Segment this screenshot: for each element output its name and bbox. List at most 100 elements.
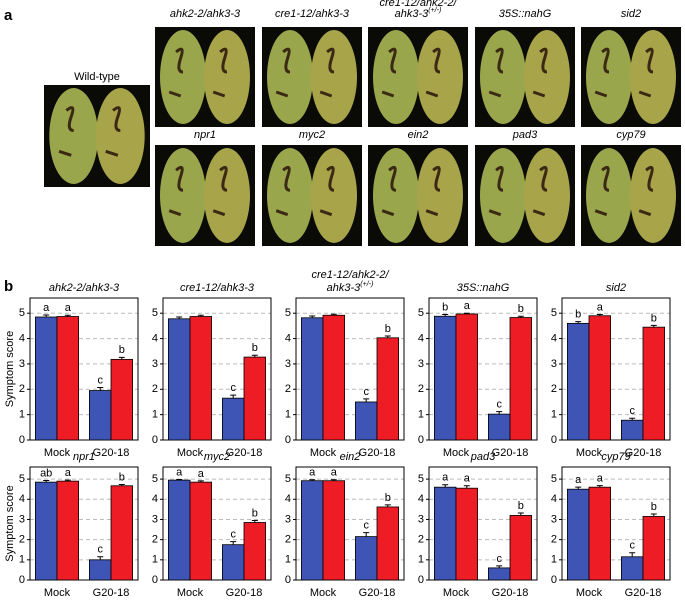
significance-letter: c — [629, 405, 635, 417]
photo-label: Wild-type — [74, 71, 120, 83]
photo-label: cre1-12/ahk2-2/ — [379, 0, 457, 9]
y-tick-label: 4 — [285, 332, 291, 344]
bar — [433, 315, 457, 441]
leaf — [160, 148, 206, 243]
significance-letter: a — [464, 473, 471, 485]
plot-frame — [162, 466, 272, 581]
chart-title: myc2 — [204, 451, 230, 463]
significance-letter: b — [518, 303, 524, 315]
y-tick-label: 1 — [551, 554, 557, 566]
leaf — [630, 30, 676, 124]
bar — [567, 488, 590, 581]
lesion — [212, 47, 228, 98]
bar — [300, 480, 324, 581]
significance-letter: ab — [40, 467, 52, 479]
x-tick-label: Mock — [310, 587, 337, 599]
y-tick-label: 3 — [418, 513, 424, 525]
label-line: ahk2-2/ahk3-3 — [170, 8, 241, 20]
error-bar — [64, 479, 71, 482]
leaf — [586, 148, 632, 243]
error-bar — [596, 485, 603, 488]
photo-label: npr1 — [194, 129, 216, 141]
error-bar — [517, 315, 524, 318]
x-tick-label: Mock — [44, 587, 71, 599]
lesion — [168, 165, 184, 217]
error-bar — [176, 479, 183, 481]
leaf — [524, 30, 570, 124]
lesion — [532, 165, 548, 217]
chart-title: cre1-12/ahk2-2/ — [311, 269, 389, 281]
y-tick-label: 0 — [418, 434, 424, 446]
lesion — [381, 165, 397, 217]
y-axis-label: Symptom score — [4, 331, 16, 407]
error-bar — [363, 532, 370, 537]
error-bar — [43, 480, 50, 483]
bar — [89, 390, 112, 441]
lesion — [168, 47, 184, 98]
bar — [433, 486, 457, 581]
bar — [487, 413, 511, 441]
label-line: cyp79 — [601, 451, 630, 463]
lesion — [638, 165, 654, 217]
y-tick-label: 2 — [418, 383, 424, 395]
y-tick-label: 3 — [285, 513, 291, 525]
bar — [189, 481, 213, 581]
leaf — [49, 88, 99, 184]
photo-label: ein2 — [408, 129, 429, 141]
significance-letter: c — [230, 529, 236, 541]
significance-letter: a — [198, 468, 205, 480]
lesion — [275, 165, 291, 217]
y-tick-label: 4 — [285, 493, 291, 505]
bar — [56, 316, 80, 441]
y-tick-label: 1 — [285, 409, 291, 421]
y-tick-label: 4 — [551, 332, 557, 344]
lesion — [212, 165, 228, 217]
label-line: 35S::nahG — [499, 8, 552, 20]
y-tick-label: 3 — [19, 513, 25, 525]
bar — [621, 419, 644, 441]
chart-title: ahk2-2/ahk3-3 — [49, 282, 120, 294]
error-bar — [309, 479, 316, 481]
significance-letter: b — [119, 471, 125, 483]
y-tick-label: 1 — [418, 554, 424, 566]
x-tick-label: Mock — [177, 587, 204, 599]
x-tick-label: G20-18 — [226, 587, 263, 599]
y-tick-label: 2 — [152, 383, 158, 395]
y-tick-label: 4 — [152, 332, 158, 344]
lesion — [425, 47, 441, 98]
label-line: 35S::nahG — [457, 282, 510, 294]
leaf — [373, 148, 419, 243]
bar — [455, 487, 479, 581]
plot-frame — [162, 297, 272, 441]
y-tick-label: 0 — [551, 434, 557, 446]
leaf — [160, 30, 206, 124]
bar — [89, 559, 112, 581]
bar — [376, 337, 400, 441]
plot-frame — [295, 297, 405, 441]
leaf — [373, 30, 419, 124]
y-tick-label: 5 — [152, 307, 158, 319]
lesion — [488, 165, 504, 217]
error-bar — [118, 356, 125, 360]
bar — [300, 317, 324, 441]
x-tick-label: Mock — [443, 587, 470, 599]
y-tick-label: 5 — [19, 473, 25, 485]
error-bar — [330, 313, 337, 316]
y-tick-label: 4 — [551, 493, 557, 505]
error-bar — [575, 321, 582, 324]
leaf — [524, 148, 570, 243]
significance-letter: c — [496, 399, 502, 411]
bar — [221, 397, 245, 441]
label-line: myc2 — [204, 451, 230, 463]
x-tick-label: Mock — [44, 447, 71, 459]
significance-letter: b — [651, 312, 657, 324]
photo-label: sid2 — [621, 8, 641, 20]
lesion — [58, 106, 75, 157]
error-bar — [197, 480, 204, 483]
lesion — [532, 47, 548, 98]
superscript: (+/-) — [428, 7, 441, 14]
y-tick-label: 1 — [19, 409, 25, 421]
panel-label: b — [4, 278, 13, 295]
y-tick-label: 3 — [418, 358, 424, 370]
error-bar — [442, 484, 449, 488]
